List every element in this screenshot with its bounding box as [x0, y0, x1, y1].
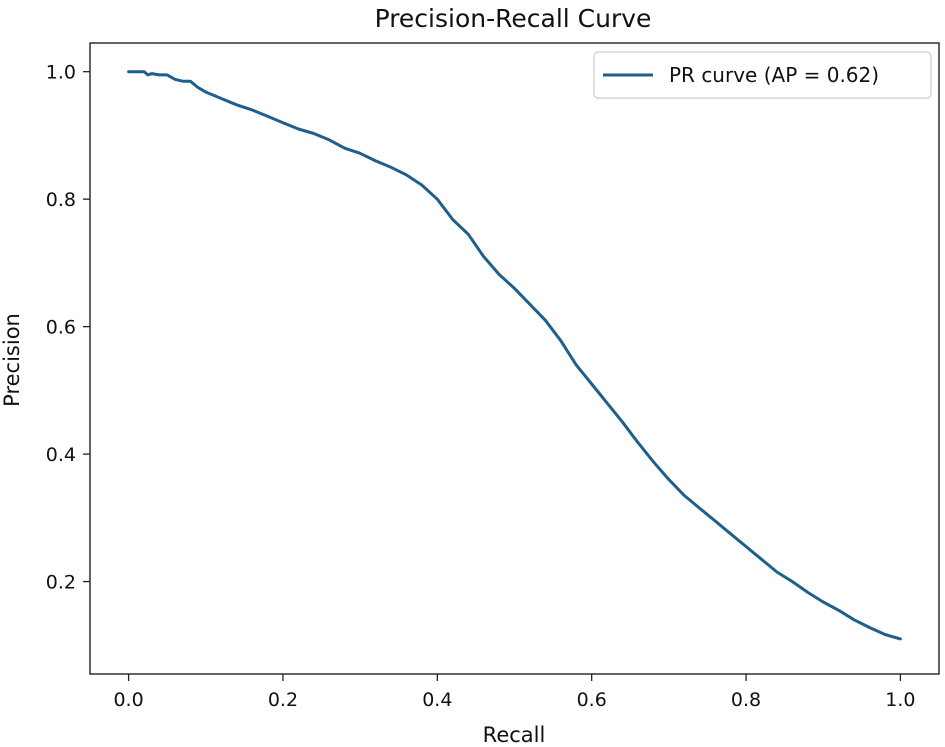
pr-curve-line [127, 70, 902, 641]
x-tick-label: 0.2 [268, 689, 298, 711]
x-tick-label: 0.4 [422, 689, 452, 711]
y-tick-label: 0.8 [46, 189, 76, 211]
y-tick-label: 0.4 [46, 444, 76, 466]
x-axis-ticks: 0.0 0.2 0.4 0.6 0.8 1.0 [113, 674, 916, 711]
chart-title: Precision-Recall Curve [375, 4, 652, 33]
x-tick-label: 0.0 [113, 689, 143, 711]
legend-box [593, 51, 932, 99]
y-axis-label: Precision [0, 313, 24, 407]
x-axis-label: Recall [483, 723, 546, 747]
x-tick-label: 0.8 [731, 689, 761, 711]
plot-frame [89, 42, 940, 675]
legend-label: PR curve (AP = 0.62) [669, 63, 879, 87]
y-tick-label: 0.2 [46, 572, 76, 594]
y-tick-label: 0.6 [46, 317, 76, 339]
y-tick-label: 1.0 [46, 62, 76, 84]
x-tick-label: 1.0 [885, 689, 915, 711]
x-tick-label: 0.6 [577, 689, 607, 711]
legend: PR curve (AP = 0.62) [593, 51, 932, 99]
y-axis-ticks: 0.2 0.4 0.6 0.8 1.0 [46, 62, 90, 594]
